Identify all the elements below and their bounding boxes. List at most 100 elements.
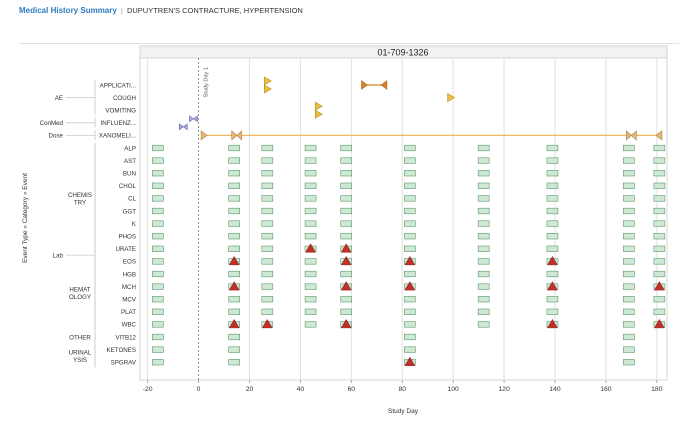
- lab-sample-box: [623, 321, 635, 328]
- lab-sample-box: [152, 157, 164, 164]
- lab-sample-box: [623, 195, 635, 202]
- lab-sample-box: [623, 283, 635, 290]
- lab-sample-box: [404, 195, 416, 202]
- lab-sample-box: [623, 359, 635, 366]
- row-label: XANOMELI...: [99, 133, 136, 140]
- high-value-triangle: [340, 243, 352, 253]
- lab-sample-box: [623, 182, 635, 189]
- lab-sample-box: [261, 270, 274, 278]
- lab-sample-box: [304, 144, 317, 152]
- lab-sample-box: [623, 296, 635, 303]
- lab-sample-box: [404, 233, 416, 240]
- page-header: Medical History Summary | DUPUYTREN'S CO…: [19, 6, 303, 15]
- type-group-label: AE: [55, 95, 63, 102]
- x-tick-label: 140: [549, 386, 561, 393]
- lab-sample-box: [228, 233, 240, 240]
- lab-sample-box: [623, 245, 635, 252]
- y-axis-title: Event Type » Category » Event: [22, 173, 29, 263]
- lab-sample-box: [623, 170, 635, 177]
- ae-event-marker: [263, 76, 272, 86]
- lab-sample-box: [152, 296, 164, 303]
- lab-sample-box: [653, 270, 666, 278]
- row-label: EOS: [123, 259, 136, 266]
- lab-sample-box: [261, 283, 274, 290]
- lab-sample-box: [228, 195, 240, 202]
- lab-sample-box: [340, 233, 353, 240]
- category-group-label: CHEMIS TRY: [68, 192, 92, 206]
- row-label: AST: [124, 158, 136, 165]
- lab-sample-box: [228, 170, 240, 177]
- row-label: HGB: [123, 271, 136, 278]
- ae-end-marker: [380, 80, 388, 90]
- row-label: MCV: [122, 297, 137, 304]
- dose-marker: [200, 130, 208, 141]
- lab-sample-box: [546, 220, 559, 227]
- lab-sample-box: [261, 170, 274, 177]
- lab-sample-box: [152, 270, 164, 278]
- lab-sample-box: [623, 233, 635, 240]
- lab-sample-box: [152, 283, 164, 290]
- lab-sample-box: [477, 296, 490, 303]
- lab-sample-box: [404, 182, 416, 189]
- lab-sample-box: [477, 233, 490, 240]
- lab-sample-box: [477, 170, 490, 177]
- x-tick-label: 120: [498, 386, 510, 393]
- lab-sample-box: [477, 220, 490, 227]
- lab-sample-box: [623, 220, 635, 227]
- row-label: APPLICATI...: [100, 82, 137, 89]
- lab-sample-box: [623, 346, 635, 353]
- lab-sample-box: [477, 195, 490, 202]
- lab-sample-box: [404, 220, 416, 227]
- lab-sample-box: [152, 346, 164, 353]
- high-value-triangle: [653, 281, 665, 291]
- lab-sample-box: [228, 220, 240, 227]
- lab-sample-box: [228, 182, 240, 189]
- lab-sample-box: [653, 182, 666, 189]
- high-value-triangle: [340, 281, 352, 291]
- chart-title-bar: [139, 45, 668, 59]
- lab-sample-box: [228, 308, 240, 315]
- lab-sample-box: [546, 207, 559, 215]
- lab-sample-box: [546, 270, 559, 278]
- lab-sample-box: [623, 144, 635, 152]
- lab-sample-box: [623, 207, 635, 215]
- lab-sample-box: [653, 144, 666, 152]
- lab-sample-box: [152, 170, 164, 177]
- type-group-label: Dose: [49, 133, 64, 140]
- high-value-triangle: [340, 318, 352, 329]
- high-value-triangle: [546, 281, 558, 291]
- lab-sample-box: [623, 333, 635, 341]
- lab-sample-box: [261, 207, 274, 215]
- high-value-triangle: [404, 281, 416, 291]
- x-tick-label: 60: [348, 386, 356, 393]
- lab-sample-box: [404, 207, 416, 215]
- high-value-triangle: [340, 255, 352, 266]
- dose-marker: [655, 130, 663, 141]
- lab-sample-box: [404, 245, 416, 252]
- high-value-triangle: [546, 318, 558, 329]
- lab-sample-box: [228, 333, 240, 341]
- lab-sample-box: [152, 233, 164, 240]
- row-label: MCH: [122, 284, 136, 291]
- x-tick-label: 20: [246, 386, 254, 393]
- lab-sample-box: [546, 233, 559, 240]
- lab-sample-box: [477, 207, 490, 215]
- medical-history-title: Medical History Summary: [19, 6, 117, 15]
- lab-sample-box: [653, 157, 666, 164]
- row-label: PLAT: [121, 309, 136, 316]
- high-value-triangle: [305, 243, 317, 253]
- high-value-triangle: [546, 255, 558, 266]
- ae-start-marker: [361, 80, 368, 90]
- lab-sample-box: [404, 157, 416, 164]
- lab-sample-box: [653, 195, 666, 202]
- lab-sample-box: [261, 195, 274, 202]
- lab-sample-box: [546, 296, 559, 303]
- lab-sample-box: [152, 359, 164, 366]
- lab-sample-box: [653, 296, 666, 303]
- high-value-triangle: [228, 255, 240, 266]
- lab-sample-box: [228, 207, 240, 215]
- lab-sample-box: [261, 233, 274, 240]
- lab-sample-box: [304, 195, 317, 202]
- lab-sample-box: [152, 258, 164, 265]
- lab-sample-box: [304, 308, 317, 315]
